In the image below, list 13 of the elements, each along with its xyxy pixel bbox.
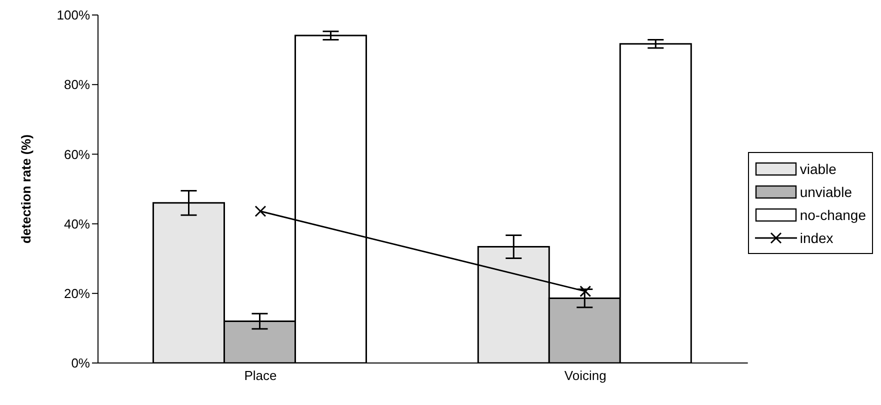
legend-label: index (800, 230, 834, 246)
y-axis-title: detection rate (%) (18, 134, 34, 244)
y-tick-label: 80% (64, 77, 90, 92)
y-tick-label: 0% (71, 356, 90, 371)
x-tick-label: Voicing (564, 368, 606, 384)
y-tick-label: 20% (64, 286, 90, 302)
legend-label: viable (800, 160, 836, 176)
y-tick-label: 40% (64, 216, 90, 232)
y-tick-label: 60% (64, 146, 90, 162)
x-tick-label: Place (244, 368, 277, 384)
legend-label: unviable (800, 184, 852, 200)
legend-label: no-change (800, 206, 866, 222)
y-tick-label: 100% (56, 8, 90, 23)
